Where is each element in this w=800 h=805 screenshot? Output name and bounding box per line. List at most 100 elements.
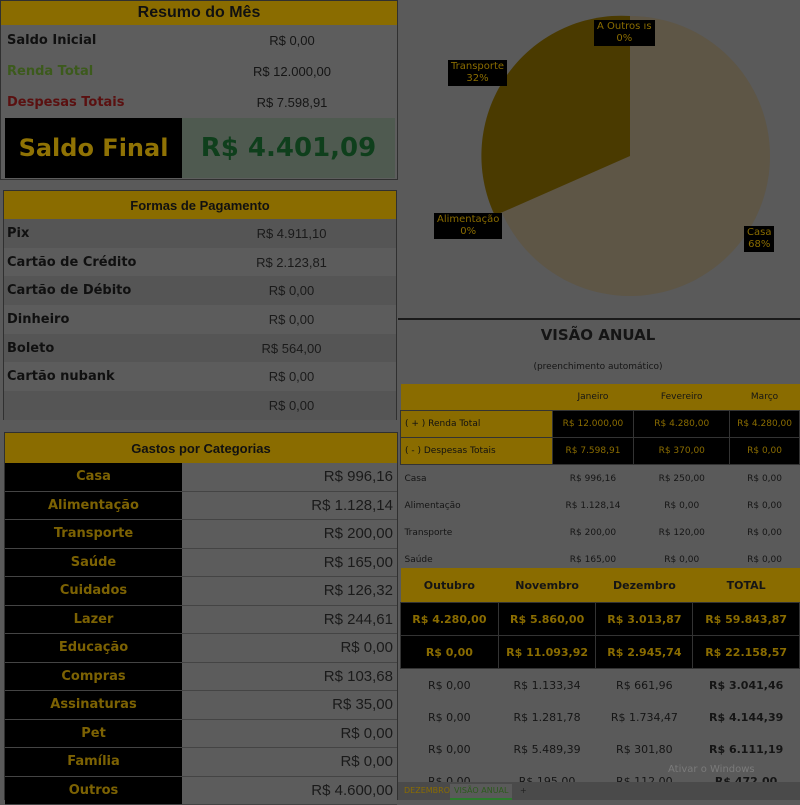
annual-cell: R$ 0,00 [634, 492, 730, 519]
category-label: Lazer [5, 606, 182, 634]
category-value: R$ 126,32 [182, 577, 397, 605]
payment-row[interactable]: R$ 0,00 [4, 391, 396, 420]
pie-label-alimentacao: Alimentação 0% [434, 213, 502, 239]
annual-cell: R$ 0,00 [730, 438, 800, 465]
month-header: Novembro [498, 568, 596, 603]
renda-total-label: Renda Total [1, 64, 207, 79]
saldo-final-row[interactable]: Saldo Final R$ 4.401,09 [5, 118, 395, 178]
annual-cell: R$ 7.598,91 [552, 438, 634, 465]
tab-dezembro[interactable]: DEZEMBRO [400, 784, 454, 798]
annual-cell: R$ 4.280,00 [730, 411, 800, 438]
annual-cell: R$ 59.843,87 [693, 603, 800, 636]
month-header: Outubro [401, 568, 499, 603]
annual-cell: R$ 120,00 [634, 519, 730, 546]
despesas-totais-row[interactable]: Despesas Totais R$ 7.598,91 [1, 87, 397, 118]
saldo-inicial-value: R$ 0,00 [207, 33, 397, 48]
payment-value: R$ 2.123,81 [207, 255, 396, 270]
pie-label-casa: Casa 68% [744, 226, 774, 252]
payment-value: R$ 564,00 [207, 341, 396, 356]
annual-cell: R$ 5.860,00 [498, 603, 596, 636]
category-label: Pet [5, 720, 182, 748]
saldo-inicial-label: Saldo Inicial [1, 33, 207, 48]
annual-cell: R$ 661,96 [596, 669, 693, 702]
annual-cell: R$ 3.041,46 [693, 669, 800, 702]
annual-cell: R$ 0,00 [401, 636, 499, 669]
annual-cell: R$ 0,00 [730, 519, 800, 546]
payment-value: R$ 0,00 [207, 283, 396, 298]
despesas-totais-value: R$ 7.598,91 [207, 95, 397, 110]
payment-value: R$ 0,00 [207, 312, 396, 327]
tab-visao-anual[interactable]: VISÃO ANUAL [450, 784, 512, 800]
payment-label: Cartão de Débito [4, 283, 207, 298]
pie-label-outros: A Outros ıs 0% [594, 20, 655, 46]
category-label: Transporte [5, 520, 182, 548]
pie-label-transporte-text: Transporte [451, 61, 504, 72]
resumo-title: Resumo do Mês [1, 1, 397, 25]
category-value: R$ 165,00 [182, 549, 397, 577]
category-value: R$ 103,68 [182, 663, 397, 691]
add-sheet-button[interactable]: + [516, 784, 531, 798]
annual-cell: R$ 4.280,00 [401, 603, 499, 636]
category-value: R$ 200,00 [182, 520, 397, 548]
annual-cell: R$ 4.280,00 [634, 411, 730, 438]
watermark-line1: Ativar o Windows [668, 764, 755, 775]
month-header: Fevereiro [634, 384, 730, 411]
formas-title: Formas de Pagamento [4, 191, 396, 219]
annual-row-label: Transporte [401, 519, 553, 546]
annual-cell: R$ 11.093,92 [498, 636, 596, 669]
payment-value: R$ 0,00 [207, 398, 396, 413]
payment-label: Cartão nubank [4, 369, 207, 384]
annual-cell: R$ 200,00 [552, 519, 634, 546]
annual-cell: R$ 0,00 [401, 733, 499, 765]
renda-total-row[interactable]: Renda Total R$ 12.000,00 [1, 56, 397, 87]
month-header: TOTAL [693, 568, 800, 603]
month-header-blank [401, 384, 553, 411]
category-label: Saúde [5, 549, 182, 577]
payment-label: Boleto [4, 341, 207, 356]
annual-row-label: Alimentação [401, 492, 553, 519]
renda-total-value: R$ 12.000,00 [207, 64, 397, 79]
category-value: R$ 244,61 [182, 606, 397, 634]
pie-label-transporte: Transporte 32% [448, 60, 507, 86]
saldo-inicial-row[interactable]: Saldo Inicial R$ 0,00 [1, 25, 397, 56]
resumo-panel: Resumo do Mês Saldo Inicial R$ 0,00 Rend… [0, 0, 398, 180]
annual-row-label: ( - ) Despesas Totais [401, 438, 553, 465]
annual-row-label: Casa [401, 465, 553, 493]
saldo-final-label: Saldo Final [5, 118, 182, 178]
annual-cell: R$ 2.945,74 [596, 636, 693, 669]
annual-cell: R$ 1.281,78 [498, 701, 596, 733]
pie-chart[interactable]: A Outros ıs 0% Transporte 32% Alimentaçã… [398, 0, 800, 318]
pie-label-alimentacao-pct: 0% [460, 226, 476, 237]
